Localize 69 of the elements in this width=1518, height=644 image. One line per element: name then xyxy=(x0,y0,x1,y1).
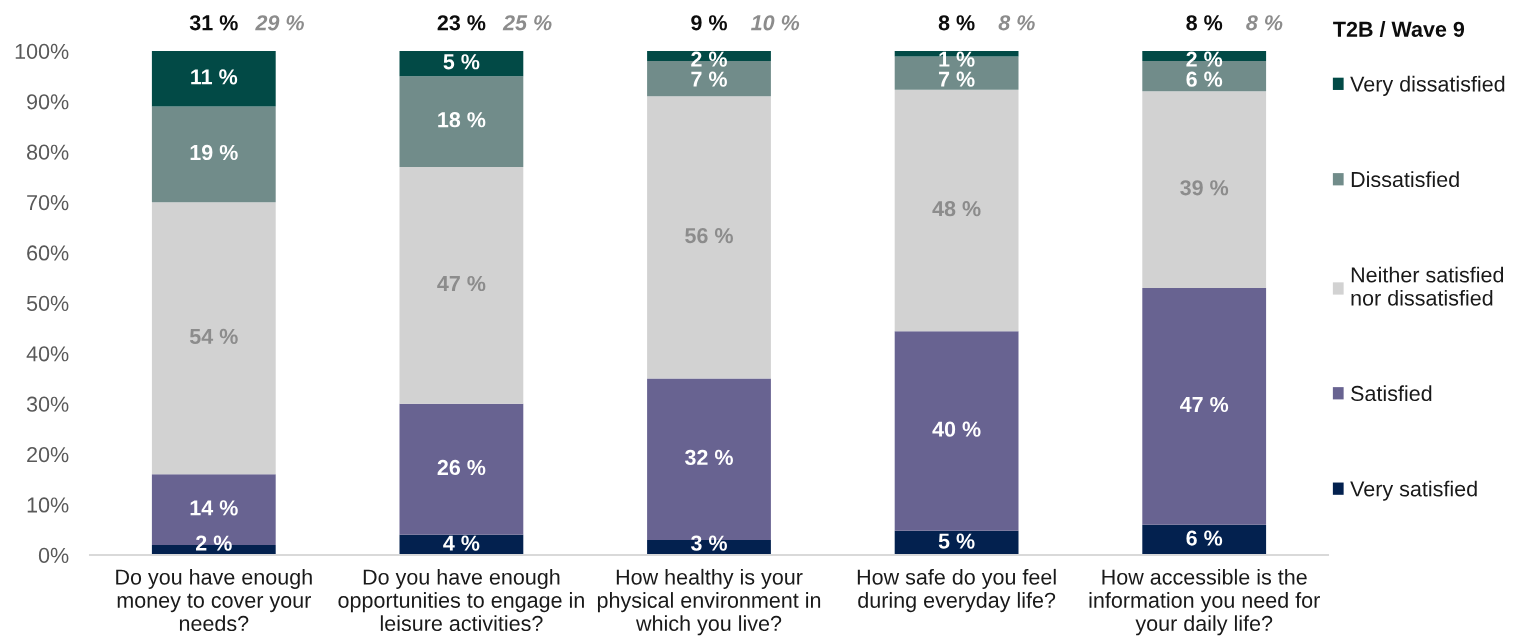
data-label: 7 % xyxy=(691,71,727,87)
x-tick-label: Do you have enough opportunities to engage in leisure activities? xyxy=(338,568,584,632)
legend-title: T2B / Wave 9 xyxy=(1333,21,1465,38)
bar xyxy=(894,331,1019,531)
data-label: 2 % xyxy=(691,51,727,67)
data-label: 47 % xyxy=(1179,396,1229,413)
annotation: 29 % xyxy=(255,15,304,31)
data-label: 6 % xyxy=(1186,71,1223,87)
data-label: 2 % xyxy=(1186,51,1223,67)
y-tick-label: 70% xyxy=(27,194,69,211)
x-tick-label: How safe do you feel during everyday life? xyxy=(857,568,1056,613)
annotation: 8 % xyxy=(1186,15,1223,31)
bar xyxy=(151,106,276,203)
legend-label: Very dissatisfied xyxy=(1350,75,1505,96)
x-tick-label: How accessible is the information you need for your daily life? xyxy=(1089,568,1320,636)
bar xyxy=(1142,287,1267,525)
legend-label: Dissatisfied xyxy=(1351,171,1459,188)
annotation: 25 % xyxy=(502,15,552,31)
data-label: 19 % xyxy=(190,144,238,161)
legend-label: Satisfied xyxy=(1351,385,1432,402)
data-label: 11 % xyxy=(191,69,238,85)
x-tick-label: How healthy is your physical environment in which you live? xyxy=(597,568,821,636)
bar xyxy=(399,403,524,535)
bar xyxy=(399,166,524,404)
legend-label: Very satisfied xyxy=(1350,480,1477,501)
y-tick-label: 90% xyxy=(27,94,69,110)
legend-label: Neither satisfied nor dissatisfied xyxy=(1351,266,1504,306)
data-label: 6 % xyxy=(1186,530,1223,546)
annotation: 31 % xyxy=(189,15,238,31)
data-label: 56 % xyxy=(685,228,733,244)
data-label: 47 % xyxy=(437,275,486,292)
annotation: 23 % xyxy=(437,15,486,31)
data-label: 1 % xyxy=(939,51,975,67)
annotation: 9 % xyxy=(691,15,727,31)
x-tick-label: Do you have enough money to cover your needs? xyxy=(116,568,312,632)
bar xyxy=(1142,524,1267,555)
y-tick-label: 30% xyxy=(26,396,69,412)
data-label: 5 % xyxy=(938,533,975,549)
data-label: 32 % xyxy=(684,449,733,466)
y-tick-label: 60% xyxy=(27,245,69,261)
bar xyxy=(151,202,276,475)
y-tick-label: 50% xyxy=(26,295,69,312)
data-label: 18 % xyxy=(438,112,486,128)
bar xyxy=(1142,91,1267,288)
y-tick-label: 10% xyxy=(27,497,69,513)
bar xyxy=(647,96,771,379)
data-label: 54 % xyxy=(189,328,238,345)
data-label: 7 % xyxy=(938,71,975,87)
bar xyxy=(151,51,276,107)
data-label: 39 % xyxy=(1180,180,1229,196)
data-label: 26 % xyxy=(437,459,486,476)
y-tick-label: 80% xyxy=(27,144,69,160)
bar xyxy=(399,76,524,167)
bar xyxy=(399,51,524,77)
data-label: 3 % xyxy=(690,535,727,551)
data-label: 14 % xyxy=(190,500,238,516)
data-label: 4 % xyxy=(443,535,480,551)
y-tick-label: 40% xyxy=(26,346,69,362)
data-label: 40 % xyxy=(932,421,981,437)
annotation: 8 % xyxy=(938,15,975,31)
annotation: 8 % xyxy=(998,15,1035,31)
y-tick-label: 100% xyxy=(15,43,69,60)
y-tick-label: 20% xyxy=(27,446,69,463)
y-tick-label: 0% xyxy=(38,547,69,564)
bar xyxy=(894,89,1019,332)
data-label: 5 % xyxy=(443,54,480,70)
annotation: 8 % xyxy=(1246,15,1283,31)
annotation: 10 % xyxy=(751,15,800,31)
data-label: 48 % xyxy=(932,201,981,217)
